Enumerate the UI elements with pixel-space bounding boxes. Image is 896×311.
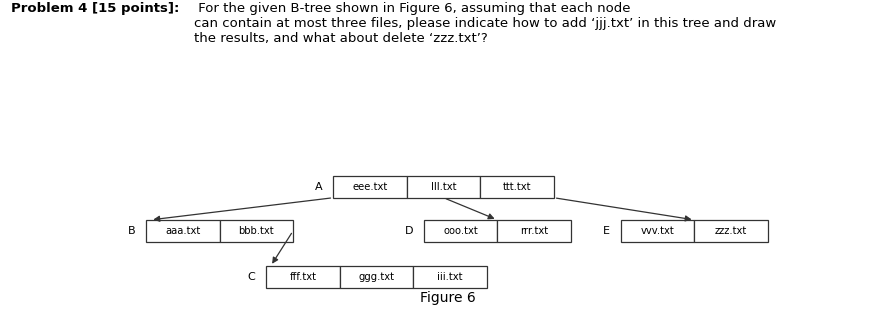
Bar — [340, 266, 413, 288]
Bar — [694, 220, 768, 242]
Text: aaa.txt: aaa.txt — [165, 226, 201, 236]
Text: ttt.txt: ttt.txt — [503, 182, 531, 192]
Bar — [424, 220, 497, 242]
Bar — [480, 175, 554, 198]
Text: rrr.txt: rrr.txt — [520, 226, 548, 236]
Text: D: D — [405, 226, 413, 236]
Text: iii.txt: iii.txt — [437, 272, 462, 282]
Text: Figure 6: Figure 6 — [420, 291, 476, 305]
Text: lll.txt: lll.txt — [431, 182, 456, 192]
Text: For the given B-tree shown in Figure 6, assuming that each node
can contain at m: For the given B-tree shown in Figure 6, … — [194, 2, 777, 44]
Bar — [266, 266, 340, 288]
Text: Problem 4 [15 points]:: Problem 4 [15 points]: — [11, 2, 179, 15]
Bar — [333, 175, 407, 198]
Bar — [413, 266, 487, 288]
Bar — [407, 175, 480, 198]
Bar — [497, 220, 571, 242]
Text: E: E — [603, 226, 610, 236]
Text: zzz.txt: zzz.txt — [715, 226, 747, 236]
Bar — [146, 220, 220, 242]
Text: eee.txt: eee.txt — [352, 182, 388, 192]
Text: vvv.txt: vvv.txt — [641, 226, 675, 236]
Bar — [621, 220, 694, 242]
Text: C: C — [247, 272, 255, 282]
Text: bbb.txt: bbb.txt — [238, 226, 274, 236]
Text: A: A — [314, 182, 323, 192]
Text: ggg.txt: ggg.txt — [358, 272, 394, 282]
Text: fff.txt: fff.txt — [289, 272, 316, 282]
Text: B: B — [127, 226, 135, 236]
Bar — [220, 220, 293, 242]
Text: ooo.txt: ooo.txt — [444, 226, 478, 236]
